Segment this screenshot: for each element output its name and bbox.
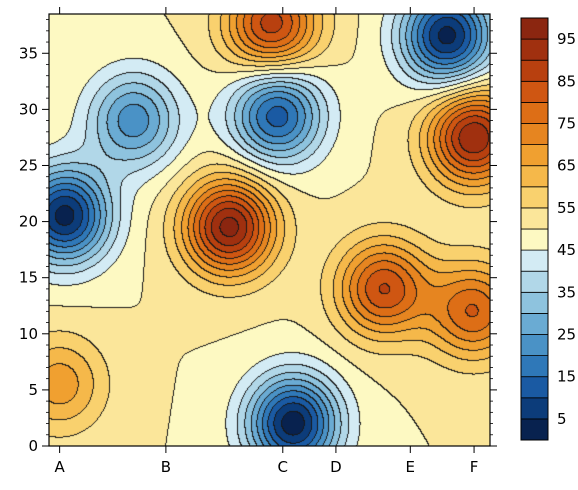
colorbar-swatch (520, 17, 549, 40)
y-axis: 0 5 10 15 20 25 30 35 (19, 19, 497, 455)
x-axis: A B C D E F (54, 7, 478, 476)
colorbar-tick-label: 35 (557, 283, 576, 301)
colorbar-swatch (520, 418, 549, 441)
y-tick-label: 25 (19, 156, 38, 174)
x-tick-label: A (54, 458, 65, 476)
colorbar-tick-label: 65 (557, 157, 576, 175)
plot-frame (48, 13, 491, 447)
colorbar-tick-label: 85 (557, 72, 576, 90)
colorbar-frame (520, 17, 549, 441)
x-tick-label: E (406, 458, 415, 476)
colorbar-swatch (520, 165, 549, 188)
colorbar-swatch (520, 102, 549, 124)
colorbar-swatch (520, 270, 549, 293)
y-tick-label: 20 (19, 213, 38, 231)
y-tick-label: 0 (28, 437, 38, 455)
colorbar-swatch (520, 376, 549, 399)
colorbar-swatch (520, 355, 549, 378)
y-tick-label: 10 (19, 325, 38, 343)
colorbar-swatch (520, 397, 549, 420)
y-tick-label: 30 (19, 100, 38, 118)
colorbar-swatch (520, 59, 549, 82)
x-tick-label: B (161, 458, 171, 476)
colorbar-swatch (520, 80, 549, 103)
contour-field (49, 14, 490, 446)
colorbar-tick-label: 55 (557, 199, 576, 217)
colorbar-swatch (520, 186, 549, 209)
colorbar-swatch (520, 249, 549, 272)
y-tick-label: 35 (19, 44, 38, 62)
colorbar: 5 15 25 35 45 55 65 75 85 95 (520, 17, 576, 441)
colorbar-swatch (520, 334, 549, 357)
y-tick-label: 5 (28, 381, 38, 399)
colorbar-swatch (520, 207, 549, 230)
colorbar-swatch (520, 228, 549, 251)
colorbar-swatch (520, 312, 549, 335)
y-tick-label: 15 (19, 269, 38, 287)
colorbar-tick-label: 45 (557, 241, 576, 259)
colorbar-tick-label: 95 (557, 30, 576, 48)
colorbar-swatch (520, 123, 549, 146)
colorbar-swatch (520, 38, 549, 61)
plot-area (48, 13, 491, 447)
colorbar-tick-label: 5 (557, 410, 567, 428)
colorbar-swatch (520, 291, 549, 314)
colorbar-tick-label: 75 (557, 115, 576, 133)
x-tick-label: C (278, 458, 288, 476)
x-tick-label: D (330, 458, 342, 476)
colorbar-swatch (520, 144, 549, 167)
colorbar-tick-label: 25 (557, 326, 576, 344)
colorbar-tick-label: 15 (557, 368, 576, 386)
x-tick-label: F (470, 458, 479, 476)
